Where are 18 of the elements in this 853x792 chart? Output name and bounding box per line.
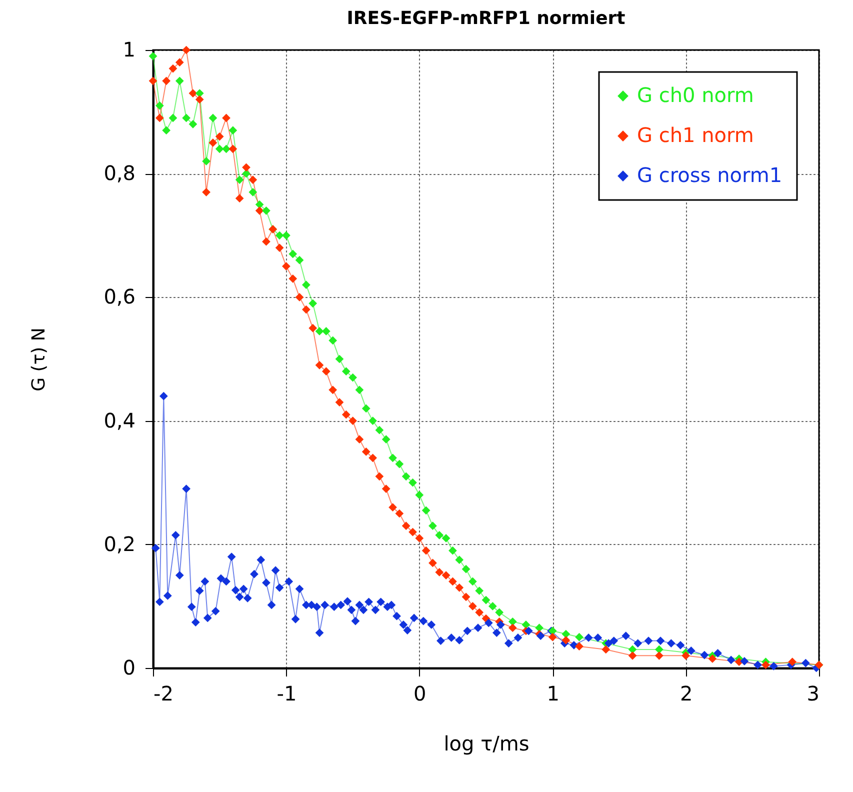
y-tick-label: 0,6 [104,284,136,309]
x-tick-label: 0 [414,682,426,706]
x-axis-title: log τ/ms [444,732,530,756]
x-tick-label: 3 [806,682,820,706]
legend-label: G ch0 norm [637,83,754,107]
y-tick-label: 0 [122,656,136,680]
chart-title: IRES-EGFP-mRFP1 normiert [346,8,626,29]
x-tick-label: 2 [680,682,693,706]
x-tick-label: -1 [276,682,297,706]
y-tick-label: 1 [122,38,136,62]
y-tick-label: 0,8 [104,161,136,186]
x-tick-label: -2 [154,682,174,706]
y-axis-title: G (τ) N [28,328,50,392]
y-tick-label: 0,4 [104,408,136,432]
x-tick-label: 1 [546,682,560,706]
legend-label: G cross norm1 [637,163,782,187]
y-tick-label: 0,2 [104,532,136,556]
legend-label: G ch1 norm [637,123,754,147]
